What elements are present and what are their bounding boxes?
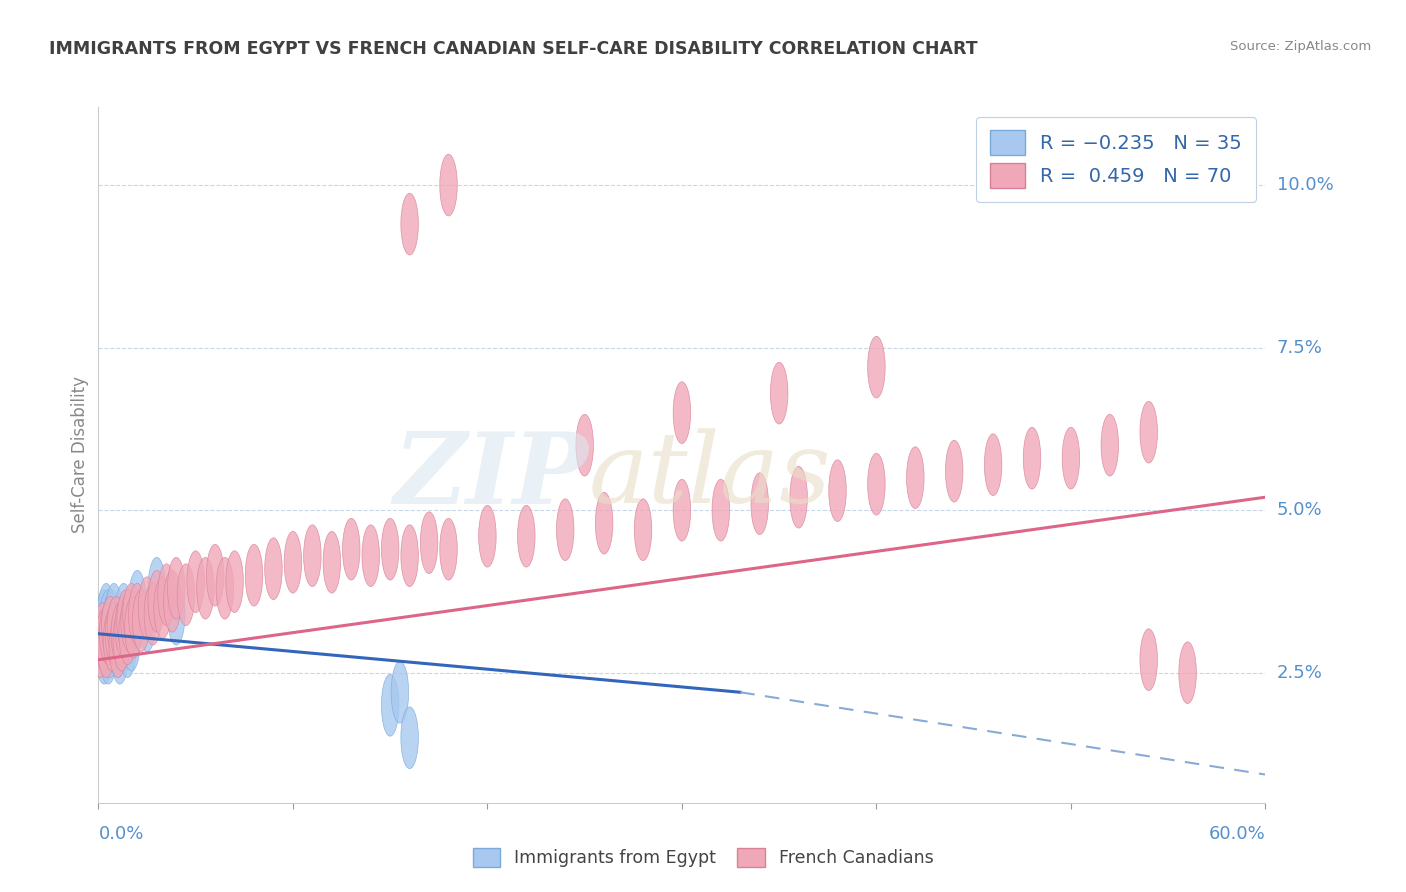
Legend: Immigrants from Egypt, French Canadians: Immigrants from Egypt, French Canadians — [465, 841, 941, 874]
Text: 5.0%: 5.0% — [1277, 501, 1322, 519]
Text: 7.5%: 7.5% — [1277, 339, 1323, 357]
Text: 2.5%: 2.5% — [1277, 664, 1323, 681]
Legend: R = −0.235   N = 35, R =  0.459   N = 70: R = −0.235 N = 35, R = 0.459 N = 70 — [976, 117, 1256, 202]
Text: 60.0%: 60.0% — [1209, 825, 1265, 843]
Text: atlas: atlas — [589, 428, 831, 524]
Text: 0.0%: 0.0% — [98, 825, 143, 843]
Text: 10.0%: 10.0% — [1277, 176, 1333, 194]
Text: ZIP: ZIP — [394, 427, 589, 524]
Y-axis label: Self-Care Disability: Self-Care Disability — [70, 376, 89, 533]
Text: Source: ZipAtlas.com: Source: ZipAtlas.com — [1230, 40, 1371, 54]
Text: IMMIGRANTS FROM EGYPT VS FRENCH CANADIAN SELF-CARE DISABILITY CORRELATION CHART: IMMIGRANTS FROM EGYPT VS FRENCH CANADIAN… — [49, 40, 977, 58]
